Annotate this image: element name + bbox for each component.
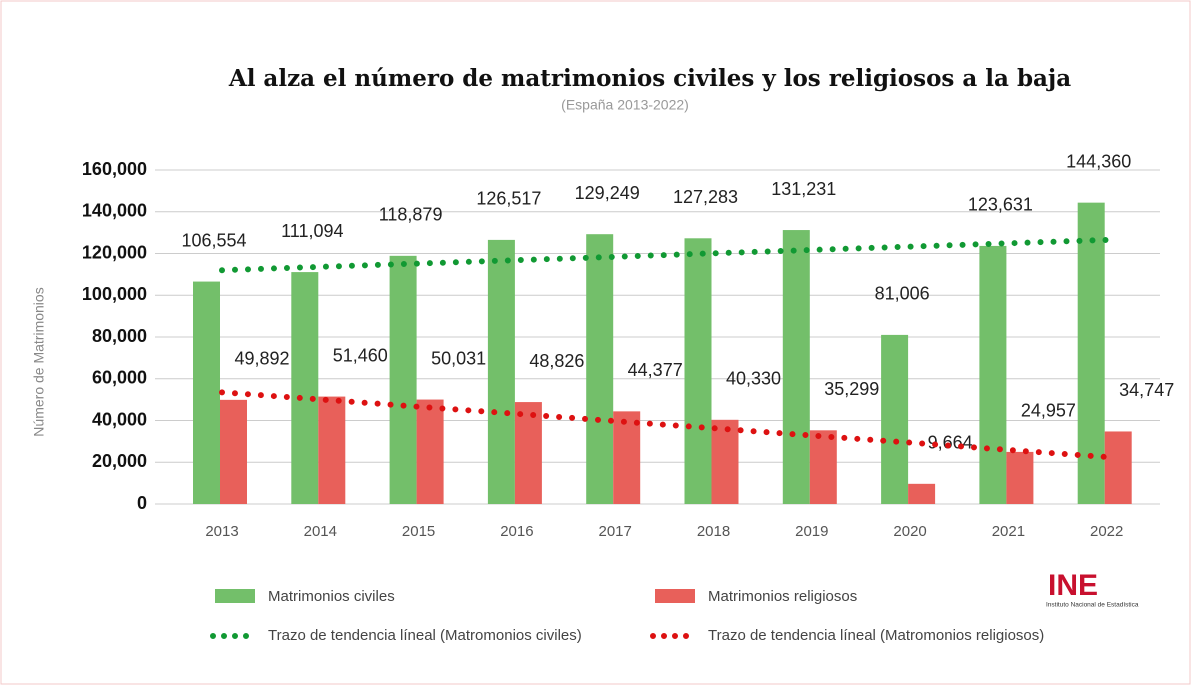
y-tick-label: 140,000 bbox=[82, 201, 147, 221]
bar bbox=[416, 399, 444, 504]
bar bbox=[809, 430, 837, 504]
x-tick-label: 2020 bbox=[893, 523, 926, 540]
value-label: 129,249 bbox=[575, 183, 640, 203]
bar bbox=[1104, 431, 1132, 504]
x-tick-label: 2015 bbox=[402, 523, 435, 540]
value-label: 111,094 bbox=[281, 221, 343, 241]
y-axis-label: Número de Matrimonios bbox=[31, 287, 47, 436]
x-tick-label: 2014 bbox=[304, 523, 337, 540]
bar bbox=[586, 234, 614, 504]
value-label: 127,283 bbox=[673, 187, 738, 207]
x-tick-label: 2021 bbox=[992, 523, 1025, 540]
bar bbox=[318, 396, 346, 504]
legend-label: Trazo de tendencia líneal (Matromonios r… bbox=[708, 627, 1044, 644]
bar bbox=[220, 399, 247, 504]
bar bbox=[389, 255, 417, 504]
value-label: 49,892 bbox=[234, 349, 289, 369]
value-label: 35,299 bbox=[824, 379, 879, 399]
bar bbox=[291, 272, 319, 504]
value-label: 44,377 bbox=[628, 360, 683, 380]
bar bbox=[782, 230, 810, 504]
x-tick-label: 2013 bbox=[205, 523, 238, 540]
y-tick-label: 60,000 bbox=[92, 368, 147, 388]
y-tick-label: 0 bbox=[137, 493, 147, 513]
x-tick-label: 2016 bbox=[500, 523, 533, 540]
x-tick-label: 2017 bbox=[599, 523, 632, 540]
trend-line bbox=[219, 389, 1110, 461]
value-label: 123,631 bbox=[968, 195, 1033, 215]
legend-swatch bbox=[655, 589, 695, 603]
value-label: 106,554 bbox=[181, 230, 246, 250]
y-tick-label: 80,000 bbox=[92, 326, 147, 346]
legend-label: Trazo de tendencia líneal (Matromonios c… bbox=[268, 627, 582, 644]
bar bbox=[514, 402, 542, 504]
x-tick-label: 2019 bbox=[795, 523, 828, 540]
value-label: 40,330 bbox=[726, 369, 781, 389]
legend-label: Matrimonios religiosos bbox=[708, 588, 857, 605]
bar bbox=[613, 411, 641, 504]
y-tick-label: 120,000 bbox=[82, 242, 147, 262]
legend-swatch bbox=[215, 589, 255, 603]
bar bbox=[1006, 451, 1034, 504]
y-tick-label: 100,000 bbox=[82, 284, 147, 304]
value-label: 81,006 bbox=[875, 284, 930, 304]
chart-title: Al alza el número de matrimonios civiles… bbox=[228, 65, 1071, 92]
logo-caption: Instituto Nacional de Estadística bbox=[1046, 602, 1139, 609]
chart-subtitle: (España 2013-2022) bbox=[561, 97, 689, 113]
x-tick-label: 2022 bbox=[1090, 523, 1123, 540]
logo: INE bbox=[1048, 569, 1098, 602]
bar bbox=[979, 245, 1007, 504]
value-label: 144,360 bbox=[1066, 151, 1131, 171]
value-label: 24,957 bbox=[1021, 401, 1076, 421]
bar bbox=[193, 281, 220, 504]
value-label: 51,460 bbox=[333, 345, 388, 365]
value-label: 131,231 bbox=[771, 179, 836, 199]
y-tick-label: 160,000 bbox=[82, 159, 147, 179]
legend-label: Matrimonios civiles bbox=[268, 588, 395, 605]
bar bbox=[711, 419, 739, 504]
bar bbox=[881, 334, 909, 504]
bar bbox=[908, 483, 936, 504]
x-tick-label: 2018 bbox=[697, 523, 730, 540]
bar bbox=[487, 239, 515, 505]
value-label: 34,747 bbox=[1119, 380, 1174, 400]
y-tick-label: 40,000 bbox=[92, 409, 147, 429]
value-label: 118,879 bbox=[379, 205, 443, 225]
bar bbox=[684, 238, 712, 504]
value-label: 48,826 bbox=[529, 351, 584, 371]
y-tick-label: 20,000 bbox=[92, 451, 147, 471]
value-label: 126,517 bbox=[476, 189, 541, 209]
trend-line bbox=[219, 236, 1110, 274]
value-label: 50,031 bbox=[431, 348, 486, 368]
